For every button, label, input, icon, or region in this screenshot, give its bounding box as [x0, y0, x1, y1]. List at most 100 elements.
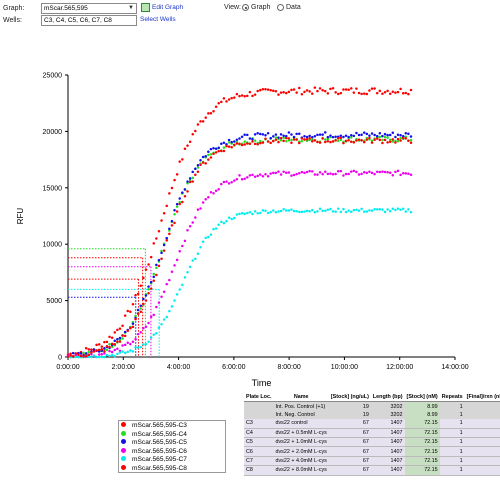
chevron-down-icon[interactable]: ▼: [128, 5, 134, 11]
series-5-point: [365, 132, 369, 136]
series-7-point: [266, 211, 270, 215]
series-5-point: [318, 133, 322, 136]
series-5-point: [233, 140, 236, 143]
series-3-point: [131, 302, 135, 306]
table-cell-length: 1407: [370, 465, 405, 476]
series-5-point: [287, 131, 291, 134]
series-3-point: [409, 88, 413, 92]
series-4-point: [285, 140, 288, 143]
series-8-point: [92, 350, 96, 353]
series-5-point: [331, 135, 335, 139]
graph-select[interactable]: mScar.565,595 ▼: [41, 3, 137, 14]
series-8-point: [97, 348, 101, 352]
series-5-point: [220, 142, 223, 146]
series-4-point: [105, 348, 109, 352]
series-7-point: [121, 350, 124, 353]
series-8-point: [222, 149, 226, 153]
series-4-point: [147, 287, 150, 291]
series-5-point: [240, 135, 244, 139]
series-3-point: [290, 88, 293, 92]
table-cell-name: Int. Pos. Control (+1): [273, 401, 329, 411]
series-5-point: [370, 132, 374, 135]
series-7-point: [214, 227, 218, 230]
series-5-point: [357, 133, 361, 137]
series-3-point: [401, 91, 405, 95]
series-5-point: [285, 134, 288, 138]
series-3-point: [370, 87, 374, 90]
series-8-point: [391, 138, 395, 141]
series-3-point: [144, 268, 148, 271]
edit-graph-icon[interactable]: [141, 3, 150, 12]
series-6-point: [100, 353, 104, 356]
series-3-point: [227, 98, 231, 101]
series-6-point: [349, 170, 353, 173]
series-7-point: [287, 209, 291, 212]
series-7-point: [123, 351, 127, 355]
series-7-point: [175, 293, 179, 296]
series-8-point: [316, 140, 319, 144]
series-8-point: [110, 342, 114, 346]
series-8-point: [129, 327, 132, 330]
series-3-point: [404, 91, 408, 95]
wells-input[interactable]: C3, C4, C5, C6, C7, C8: [41, 15, 137, 26]
series-7-point: [207, 235, 210, 239]
series-5-point: [264, 133, 267, 137]
series-6-point: [97, 353, 101, 356]
table-cell-repeats: 1: [439, 410, 465, 420]
series-6-point: [303, 171, 306, 175]
series-8-point: [126, 329, 130, 332]
legend-item: mScar.565,595-C6: [121, 447, 187, 456]
series-6-point: [90, 353, 93, 356]
series-3-point: [225, 100, 228, 103]
series-3-point: [303, 90, 306, 94]
series-3-point: [311, 92, 314, 95]
series-8-point: [227, 145, 231, 148]
series-4-point: [323, 138, 327, 141]
series-8-point: [139, 310, 143, 313]
series-3-point: [188, 140, 192, 144]
series-3-point: [251, 94, 254, 98]
series-5-point: [355, 131, 358, 135]
series-8-point: [173, 221, 176, 225]
series-6-point: [217, 188, 220, 191]
view-graph-radio[interactable]: [242, 4, 249, 11]
series-3-point: [149, 255, 153, 259]
series-3-point: [334, 91, 337, 94]
series-3-point: [329, 87, 332, 91]
series-7-point: [318, 207, 322, 211]
edit-graph-link[interactable]: Edit Graph: [152, 4, 184, 11]
series-6-point: [129, 342, 132, 346]
select-wells-link[interactable]: Select Wells: [140, 16, 176, 23]
series-6-point: [162, 290, 166, 294]
series-8-point: [287, 137, 291, 140]
series-8-point: [334, 139, 337, 142]
series-3-point: [287, 90, 291, 94]
series-6-point: [214, 189, 218, 192]
table-cell-repeats: 1: [439, 437, 465, 448]
series-7-point: [196, 252, 200, 255]
series-6-point: [181, 244, 184, 248]
series-5-point: [279, 133, 283, 136]
series-6-point: [282, 170, 285, 174]
series-6-point: [292, 173, 296, 177]
series-3-point: [381, 92, 384, 96]
table-cell-stock-ng: 67: [328, 465, 371, 476]
series-5-point: [378, 131, 382, 135]
series-6-point: [191, 221, 194, 224]
series-3-point: [214, 105, 218, 109]
series-6-point: [360, 172, 363, 176]
series-6-point: [305, 170, 309, 174]
series-3-point: [230, 96, 233, 100]
series-3-point: [147, 263, 150, 266]
y-tick-label: 0: [58, 355, 62, 362]
series-6-point: [269, 172, 272, 175]
legend-item: mScar.565,595-C3: [121, 422, 187, 430]
series-8-point: [183, 195, 187, 198]
series-5-point: [344, 134, 348, 137]
series-8-point: [178, 202, 181, 206]
table-cell-loc: C8: [244, 465, 274, 476]
series-5-point: [209, 147, 213, 151]
view-data-radio[interactable]: [277, 4, 284, 11]
table-cell-loc: [244, 410, 274, 420]
series-8-point: [355, 139, 358, 142]
